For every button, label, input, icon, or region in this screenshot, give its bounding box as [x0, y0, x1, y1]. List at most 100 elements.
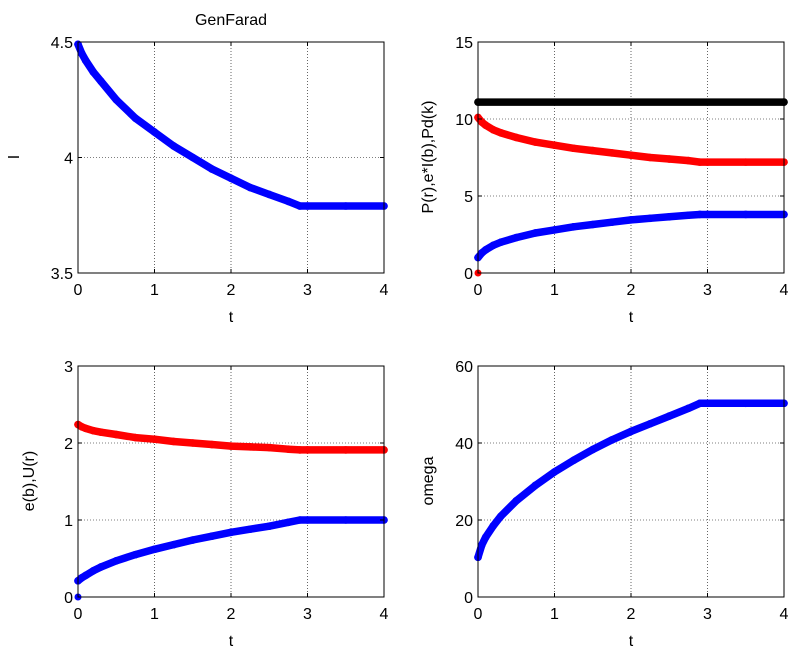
- data-point: [97, 428, 105, 437]
- subplot-power: 0 1 2 3 4 0 5 10 15 t P(r),e*I(b),Pd(k): [420, 35, 789, 326]
- x-tick-label: 1: [150, 282, 159, 299]
- data-point: [150, 545, 159, 554]
- data-point: [89, 426, 98, 435]
- data-point: [227, 174, 235, 183]
- data-point: [665, 155, 674, 163]
- data-point: [188, 153, 197, 162]
- data-point: [550, 226, 559, 234]
- y-tick-label: 20: [455, 513, 473, 530]
- y-tick-label: 0: [64, 590, 73, 607]
- data-point: [188, 439, 197, 447]
- data-point: [112, 557, 121, 565]
- data-point: [608, 149, 616, 157]
- chart-title: GenFarad: [195, 12, 267, 29]
- data-point: [227, 442, 235, 450]
- grid: [78, 42, 384, 273]
- data-point: [550, 468, 559, 476]
- data-point: [97, 563, 105, 571]
- subplot-current: 0 1 2 3 4 3.5 4 4.5 GenFarad t I: [6, 12, 389, 326]
- y-tick-label: 2: [64, 436, 73, 453]
- data-point: [569, 223, 578, 231]
- data-point: [296, 516, 304, 524]
- x-tick-label: 0: [474, 606, 483, 623]
- data-point: [741, 158, 750, 166]
- data-point: [112, 95, 121, 104]
- data-point: [265, 522, 274, 530]
- data-point: [81, 56, 90, 65]
- y-tick-label: 40: [455, 436, 473, 453]
- data-point: [208, 165, 216, 173]
- data-point: [489, 241, 498, 250]
- data-point: [489, 125, 498, 134]
- ticks: 0 1 2 3 4 0 1 2 3: [64, 359, 388, 623]
- x-tick-label: 2: [227, 606, 236, 623]
- data-point: [303, 446, 312, 454]
- y-tick-label: 0: [464, 266, 473, 283]
- data-point: [588, 445, 597, 454]
- data-point: [684, 211, 693, 220]
- x-axis-label: t: [229, 633, 234, 650]
- data-point: [169, 437, 178, 446]
- y-axis-label: e(b),U(r): [21, 451, 38, 511]
- data-point: [646, 153, 654, 162]
- data-point: [97, 77, 105, 86]
- y-axis-label: omega: [420, 456, 437, 505]
- data-point: [531, 138, 540, 146]
- data-point: [512, 233, 521, 242]
- data-point: [131, 550, 140, 559]
- ticks: 0 1 2 3 4 3.5 4 4.5: [51, 35, 389, 299]
- y-tick-label: 4.5: [51, 35, 73, 52]
- data-point: [569, 144, 578, 153]
- ticks: 0 1 2 3 4 0 5 10 15: [455, 35, 788, 299]
- data-point: [481, 121, 490, 129]
- data-point: [481, 246, 490, 254]
- data-point: [646, 214, 654, 223]
- data-point: [341, 202, 350, 210]
- data-point: [81, 571, 90, 580]
- data-point: [588, 220, 597, 229]
- data-point: [646, 419, 654, 428]
- data-point: [531, 229, 540, 237]
- data-point: [169, 142, 178, 150]
- data-point: [696, 158, 704, 166]
- data-point: [131, 114, 140, 123]
- data-point: [246, 443, 254, 451]
- y-axis-label: P(r),e*I(b),Pd(k): [420, 101, 437, 214]
- data-point: [741, 210, 750, 219]
- data-point: [112, 430, 121, 439]
- data-point: [531, 481, 540, 490]
- y-tick-label: 10: [455, 112, 473, 129]
- plot-area: [78, 366, 384, 597]
- x-tick-label: 3: [303, 282, 312, 299]
- x-tick-label: 2: [627, 282, 636, 299]
- data-point: [89, 567, 98, 575]
- x-tick-label: 1: [550, 282, 559, 299]
- y-tick-label: 3: [64, 359, 73, 376]
- x-tick-label: 0: [474, 282, 483, 299]
- data-point: [150, 435, 159, 443]
- data-point: [478, 541, 486, 549]
- data-point: [296, 202, 304, 210]
- data-point: [150, 128, 159, 136]
- x-tick-label: 3: [703, 606, 712, 623]
- data-point: [608, 436, 616, 444]
- data-point: [246, 525, 254, 534]
- data-point: [665, 212, 674, 221]
- y-tick-label: 1: [64, 513, 73, 530]
- data-point: [208, 532, 216, 540]
- data-point: [81, 424, 90, 433]
- data-point: [684, 156, 693, 165]
- x-tick-label: 2: [627, 606, 636, 623]
- data-point: [569, 456, 578, 465]
- data-point: [208, 440, 216, 449]
- x-tick-label: 4: [380, 606, 389, 623]
- x-tick-label: 1: [150, 606, 159, 623]
- series-marks: [474, 98, 788, 277]
- x-tick-label: 0: [74, 282, 83, 299]
- x-axis-label: t: [229, 309, 234, 326]
- data-point: [512, 133, 521, 142]
- y-axis-label: I: [6, 155, 23, 159]
- data-point: [284, 197, 293, 206]
- y-tick-label: 3.5: [51, 266, 73, 283]
- x-tick-label: 2: [227, 282, 236, 299]
